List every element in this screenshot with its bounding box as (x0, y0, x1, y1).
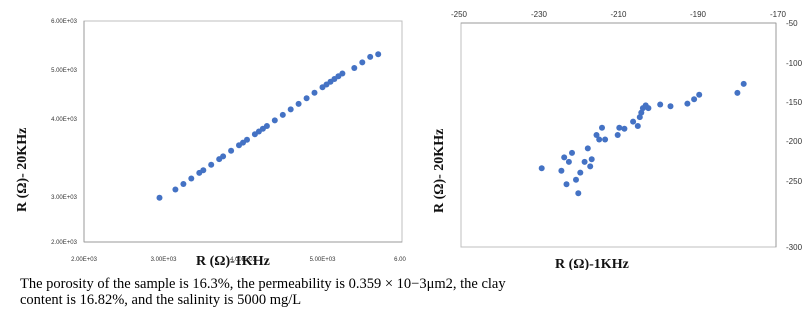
left-x-tick-label: 6.00 (394, 257, 406, 263)
right-data-point (616, 124, 623, 131)
left-y-ticks: 2.00E+03 3.00E+03 4.00E+03 5.00E+03 6.00… (51, 19, 78, 246)
right-data-point (614, 132, 621, 138)
left-data-point (375, 51, 382, 58)
left-data-point (263, 123, 270, 129)
right-data-point (621, 125, 628, 132)
right-x-ticks: -250 -230 -210 -190 -170 (451, 10, 787, 19)
right-data-point (558, 167, 565, 174)
right-y-tick-label: -300 (786, 243, 803, 252)
left-data-point (311, 89, 318, 96)
left-data-point (303, 95, 310, 102)
left-data-point (271, 117, 278, 124)
right-x-tick-label: -250 (451, 10, 468, 19)
right-y-tick-label: -250 (786, 177, 803, 186)
left-data-point (359, 59, 366, 66)
right-data-points (538, 80, 747, 197)
right-data-point (593, 132, 600, 138)
right-y-tick-label: -100 (786, 59, 803, 68)
left-x-tick-label: 4.00E+03 (230, 257, 257, 263)
right-data-point (638, 109, 645, 116)
figure-caption: The porosity of the sample is 16.3%, the… (20, 276, 805, 308)
right-data-point (691, 96, 698, 103)
right-data-point (696, 91, 703, 98)
right-x-tick-label: -170 (770, 10, 787, 19)
left-y-tick-label: 5.00E+03 (51, 68, 78, 74)
left-x-tick-label: 5.00E+03 (310, 257, 337, 263)
left-y-tick-label: 6.00E+03 (51, 19, 78, 25)
right-data-point (630, 118, 637, 125)
left-data-point (295, 100, 302, 107)
right-x-axis-title: R (Ω)-1KHz (555, 257, 629, 270)
left-data-point (279, 111, 286, 118)
left-data-point (228, 147, 235, 154)
right-data-point (538, 165, 545, 172)
right-y-tick-label: -50 (786, 19, 798, 28)
left-data-point (351, 65, 358, 71)
right-data-point (588, 156, 595, 163)
right-x-tick-label: -210 (610, 10, 627, 19)
left-chart: 2.00E+03 3.00E+03 4.00E+03 5.00E+03 6.00… (15, 19, 406, 269)
right-data-point (573, 176, 579, 183)
right-data-point (587, 163, 594, 170)
left-data-point (220, 153, 227, 160)
left-data-point (180, 181, 187, 187)
right-y-tick-label: -150 (786, 98, 803, 107)
right-data-point (577, 169, 584, 176)
right-data-point (734, 89, 741, 96)
right-data-point (596, 136, 603, 143)
right-data-point (634, 123, 641, 129)
right-data-point (584, 145, 591, 152)
right-data-point (684, 100, 691, 107)
left-y-tick-label: 2.00E+03 (51, 240, 78, 246)
left-data-point (367, 53, 374, 60)
left-x-axis-title: R (Ω)-1KHz (196, 254, 270, 269)
caption-line-1: The porosity of the sample is 16.3%, the… (20, 276, 506, 292)
left-data-points (156, 51, 382, 201)
right-data-point (657, 101, 664, 108)
right-data-point (565, 158, 572, 165)
right-data-point (645, 105, 652, 112)
left-data-point (287, 106, 294, 113)
left-data-point (156, 194, 163, 201)
right-data-point (563, 181, 570, 188)
left-x-tick-label: 2.00E+03 (71, 257, 98, 263)
left-data-point (172, 186, 179, 193)
left-data-point (188, 175, 195, 182)
right-x-tick-label: -190 (690, 10, 707, 19)
right-data-point (740, 80, 747, 87)
left-x-tick-label: 3.00E+03 (151, 257, 178, 263)
left-chart-frame (83, 20, 403, 243)
right-data-point (599, 124, 605, 131)
left-y-tick-label: 3.00E+03 (51, 195, 78, 201)
right-y-ticks: -50 -100 -150 -200 -250 -300 (786, 19, 803, 252)
right-data-point (569, 149, 575, 156)
right-data-point (602, 136, 609, 143)
left-data-point (200, 167, 207, 174)
left-data-point (244, 136, 250, 143)
right-x-tick-label: -230 (531, 10, 548, 19)
right-y-axis-title: R (Ω)- 20KHz (432, 129, 447, 213)
left-y-tick-label: 4.00E+03 (51, 117, 78, 123)
left-x-ticks: 2.00E+03 3.00E+03 4.00E+03 5.00E+03 6.00 (71, 257, 406, 263)
left-data-point (339, 70, 346, 77)
left-data-point (208, 161, 215, 168)
right-data-point (561, 154, 568, 161)
caption-line-2: content is 16.82%, and the salinity is 5… (20, 292, 302, 308)
left-y-axis-title: R (Ω)- 20KHz (15, 128, 30, 212)
right-data-point (667, 103, 674, 110)
right-y-tick-label: -200 (786, 137, 803, 146)
figure-canvas: 2.00E+03 3.00E+03 4.00E+03 5.00E+03 6.00… (15, 10, 803, 270)
right-chart: -250 -230 -210 -190 -170 -50 -100 -150 -… (432, 10, 803, 270)
right-data-point (581, 158, 588, 165)
right-data-point (575, 190, 582, 197)
